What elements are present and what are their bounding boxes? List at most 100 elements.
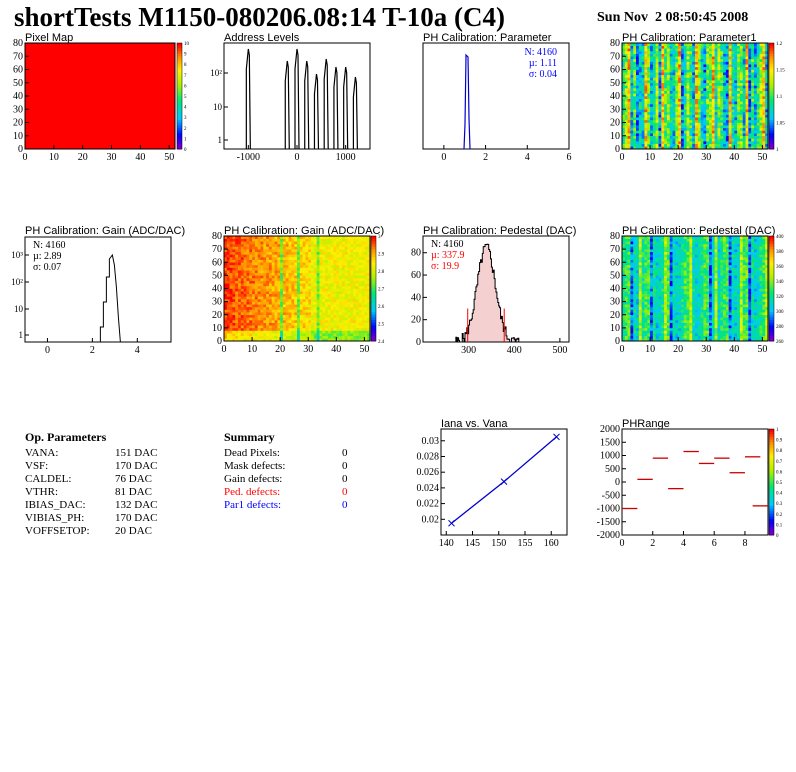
ph-cal-gain-map-cell [344,301,348,305]
ph-cal-parameter1-cell [728,133,732,137]
ph-cal-gain-map-cell [294,270,298,274]
ph-cal-gain-map-cell [350,322,354,326]
ph-cal-parameter1-cell [630,43,634,46]
ph-cal-pedestal-map-cell [633,267,637,271]
ph-cal-pedestal-map-cell [652,314,656,318]
ph-cal-parameter1-cell [675,122,679,126]
ph-cal-parameter1-cell [703,58,707,62]
ph-cal-gain-map-cell [336,257,340,260]
ph-cal-pedestal-map-cell [650,280,654,284]
ph-cal-gain-map-cell [297,306,301,310]
ph-cal-gain-map-cell [243,293,247,297]
ph-cal-gain-map-cell [246,262,250,266]
ph-cal-gain-map-cell [361,338,365,342]
ph-cal-gain-map-cell [243,243,247,247]
ph-cal-parameter1-cell [725,50,729,54]
ph-cal-parameter1-cell [695,130,699,134]
ph-cal-parameter1-cell [680,72,685,76]
ph-cal-gain-map-cell [285,327,289,331]
ph-cal-parameter1-cell [669,77,673,81]
ph-cal-parameter1-cell [742,74,746,78]
ph-cal-gain-map-cell [294,327,298,331]
ph-cal-parameter1-cell [627,101,631,105]
ph-cal-gain-map-cell [277,335,281,339]
ph-cal-parameter1-cell [703,146,707,150]
ph-cal-gain-map-cell [322,288,326,292]
ph-cal-parameter1-cell [714,146,718,150]
ph-cal-parameter1-cell [700,64,704,68]
ph-cal-gain-map-cell [235,320,239,323]
ph-cal-gain-map-cell [238,325,242,329]
ph-cal-gain-map-cell [288,262,292,266]
ph-cal-pedestal-map-cell [622,314,626,318]
ph-cal-parameter1-cell [695,109,699,113]
ph-cal-parameter1-cell [624,135,628,139]
ph-cal-gain-map-cell [330,251,334,255]
ph-cal-gain-map-cell [299,288,303,292]
ph-cal-gain-map-cell [229,312,233,316]
ph-cal-parameter1-cell [636,72,640,76]
ph-cal-pedestal-map-cell [638,301,642,305]
ph-cal-parameter1-cell [652,130,656,134]
ph-cal-parameter1-cell [753,72,758,76]
ph-cal-pedestal-map-cell [638,335,642,339]
ph-cal-gain-map-cell [280,296,284,300]
ph-cal-parameter1-cell [697,80,701,84]
ph-cal-gain-map-cell [266,330,270,334]
ph-cal-parameter1-cell [624,50,628,54]
ph-cal-gain-map-cell [316,333,320,337]
ph-cal-gain-map-cell [252,333,256,337]
ph-cal-parameter1-cell [672,80,676,84]
ph-cal-gain-map-cell [361,270,365,274]
ph-cal-gain-map-cell [294,296,298,300]
ph-cal-parameter1-cell [697,93,701,97]
ph-cal-parameter1-cell [627,146,631,150]
ph-cal-gain-map-colorbar-cell [371,283,376,287]
ph-cal-parameter1-cell [765,69,769,73]
ph-cal-parameter1-cell [630,117,634,121]
ph-cal-gain-map-cell [364,283,368,287]
ph-cal-parameter1-cell [633,88,637,91]
ph-cal-pedestal-map-cell [624,243,628,247]
ph-cal-gain-map-cell [238,280,242,284]
ph-cal-gain-map-cell [226,309,230,313]
ph-cal-gain-map-cell [274,312,278,316]
ph-cal-parameter1-cell [706,114,710,118]
ph-cal-parameter1-cell [650,143,654,147]
ph-cal-parameter1-cell [669,101,673,105]
ph-cal-gain-map-cell [277,236,281,239]
ph-cal-gain-map-cell [224,283,228,287]
ph-cal-parameter1-cell [762,69,766,73]
ph-cal-gain-map-cell [305,246,309,250]
pixel-map-colorbar-cell [177,135,182,139]
address-levels-peak [313,73,320,150]
ph-cal-gain-map-cell [288,304,292,308]
ph-cal-parameter1-cell [728,72,732,76]
ph-cal-pedestal-map-cell [630,267,634,271]
ph-cal-gain-map-cell [333,306,337,310]
ph-cal-parameter1-cell [678,127,682,131]
ph-cal-parameter1-cell [706,93,710,97]
ph-cal-gain-map-cell [322,236,326,239]
ph-cal-parameter1-cell [706,43,710,46]
ph-cal-pedestal-map-cell [650,254,654,258]
ph-cal-parameter1-cell [658,143,662,147]
ph-cal-pedestal-map-cell [647,288,651,292]
ph-cal-parameter1-cell [731,114,735,118]
ph-cal-pedestal-map-cell [627,293,631,297]
ph-cal-parameter1-cell [686,114,690,118]
ph-cal-gain-map-cell [350,309,354,313]
ph-cal-gain-map-cell [277,249,281,253]
ph-cal-parameter1-cell [725,130,729,134]
ph-cal-parameter1-cell [644,119,648,123]
ph-cal-gain-map-cell [249,241,253,245]
ph-cal-parameter1-cell [689,56,693,60]
ph-cal-parameter1-cell [728,122,732,126]
ph-cal-gain-map-cell [291,254,295,258]
ph-cal-parameter1-cell [739,56,744,60]
ph-cal-gain-map-cell [282,306,287,310]
ph-cal-gain-map-cell [313,312,317,316]
ph-cal-parameter1-cell [731,74,735,78]
ph-cal-parameter1-cell [756,98,760,102]
ph-cal-gain-map-cell [229,267,233,271]
